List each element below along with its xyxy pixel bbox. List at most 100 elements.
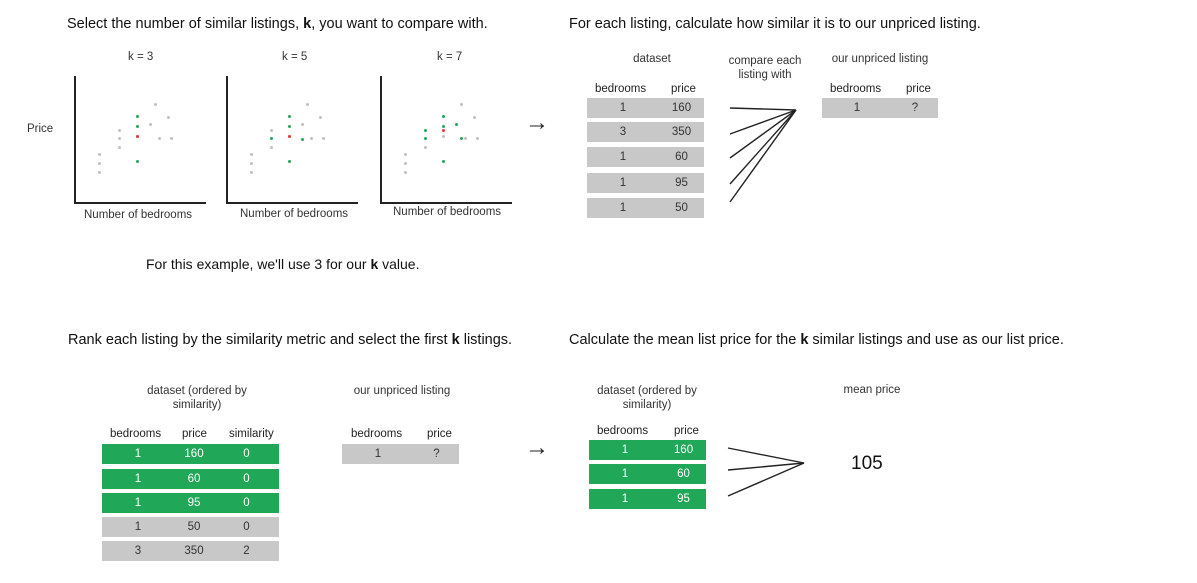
ranked-row: 3 350 2 xyxy=(102,541,279,561)
scatter-point xyxy=(288,160,291,163)
price-cell: 95 xyxy=(187,497,201,509)
unpriced-row: 1 ? xyxy=(822,98,938,118)
ordered-dataset-label: dataset (ordered by similarity) xyxy=(147,385,247,411)
scatter-point xyxy=(306,103,309,106)
similarity-cell: 0 xyxy=(243,448,250,460)
price-axis-label: Price xyxy=(27,123,54,135)
arrow-right-icon: → xyxy=(525,109,549,136)
scatter-point xyxy=(442,115,445,118)
selected-row: 1 95 xyxy=(589,489,706,509)
selected-row: 1 160 xyxy=(589,440,706,460)
col-similarity: similarity xyxy=(229,428,274,440)
scatter-point xyxy=(464,137,467,140)
bedrooms-cell: 1 xyxy=(134,448,142,460)
scatter-point xyxy=(270,137,273,140)
scatter-point xyxy=(250,153,253,156)
scatter-point xyxy=(424,146,427,149)
scatter-point xyxy=(167,116,170,119)
scatter-point xyxy=(118,146,121,149)
bedrooms-cell: 1 xyxy=(134,473,142,485)
k-choice-note: For this example, we'll use 3 for our k … xyxy=(146,256,420,272)
scatter-point xyxy=(455,123,458,126)
scatter-point xyxy=(250,171,253,174)
scatter-point xyxy=(288,125,291,128)
unpriced-row: 1 ? xyxy=(342,444,459,464)
scatter-point xyxy=(301,138,304,141)
col-price: price xyxy=(671,83,696,95)
plot-k5-title: k = 5 xyxy=(282,51,308,63)
plot-k7-title: k = 7 xyxy=(437,51,463,63)
scatter-point xyxy=(322,137,325,140)
bedrooms-cell: 1 xyxy=(134,497,142,509)
price-cell: 350 xyxy=(671,126,692,138)
compare-label: compare each listing with xyxy=(728,55,802,81)
price-cell: 50 xyxy=(187,521,201,533)
scatter-point xyxy=(473,116,476,119)
price-cell: 160 xyxy=(673,444,694,456)
scatter-plot-k7 xyxy=(380,76,512,204)
ranked-row: 1 50 0 xyxy=(102,517,279,537)
price-cell: 160 xyxy=(184,448,204,460)
dataset-row: 1 50 xyxy=(587,198,704,218)
plot-k7-xlabel: Number of bedrooms xyxy=(393,206,502,218)
scatter-point xyxy=(460,137,463,140)
dataset-label: dataset xyxy=(633,53,671,65)
ranked-row: 1 95 0 xyxy=(102,493,279,513)
dataset-row: 1 95 xyxy=(587,173,704,193)
plot-k3-xlabel: Number of bedrooms xyxy=(84,209,193,221)
scatter-point xyxy=(476,137,479,140)
scatter-point xyxy=(442,129,445,132)
bedrooms-cell: 1 xyxy=(374,448,382,460)
mean-price-label: mean price xyxy=(843,384,901,396)
scatter-point xyxy=(250,162,253,165)
x-axis xyxy=(74,202,206,204)
scatter-point xyxy=(288,135,291,138)
unpriced-label: our unpriced listing xyxy=(353,385,451,397)
scatter-point xyxy=(442,160,445,163)
col-price: price xyxy=(182,428,207,440)
scatter-plot-k5 xyxy=(226,76,358,204)
scatter-point xyxy=(424,129,427,132)
col-bedrooms: bedrooms xyxy=(597,425,649,437)
col-price: price xyxy=(427,428,452,440)
bedrooms-cell: 1 xyxy=(621,468,629,480)
scatter-point xyxy=(442,125,445,128)
x-axis xyxy=(380,202,512,204)
similarity-cell: 2 xyxy=(243,545,250,557)
bedrooms-cell: 1 xyxy=(853,102,861,114)
scatter-point xyxy=(136,115,139,118)
bedrooms-cell: 1 xyxy=(621,493,629,505)
y-axis xyxy=(226,76,228,202)
dataset-row: 1 160 xyxy=(587,98,704,118)
panel3-heading: Rank each listing by the similarity metr… xyxy=(68,332,513,348)
mean-lines xyxy=(727,447,805,497)
scatter-point xyxy=(319,116,322,119)
scatter-point xyxy=(136,125,139,128)
dataset-row: 1 60 xyxy=(587,147,704,167)
scatter-point xyxy=(310,137,313,140)
scatter-point xyxy=(404,162,407,165)
scatter-point xyxy=(136,160,139,163)
scatter-point xyxy=(170,137,173,140)
price-cell: ? xyxy=(433,448,440,460)
col-bedrooms: bedrooms xyxy=(110,428,162,440)
scatter-point xyxy=(288,115,291,118)
bedrooms-cell: 3 xyxy=(619,126,627,138)
col-bedrooms: bedrooms xyxy=(595,83,647,95)
price-cell: 60 xyxy=(677,468,690,480)
scatter-plot-k3 xyxy=(74,76,206,204)
panel1-heading: Select the number of similar listings, k… xyxy=(67,16,488,32)
scatter-point xyxy=(158,137,161,140)
scatter-point xyxy=(270,129,273,132)
col-bedrooms: bedrooms xyxy=(351,428,403,440)
similarity-cell: 0 xyxy=(243,521,250,533)
panel4-heading: Calculate the mean list price for the k … xyxy=(569,332,1064,348)
scatter-point xyxy=(404,171,407,174)
col-bedrooms: bedrooms xyxy=(830,83,882,95)
bedrooms-cell: 1 xyxy=(619,151,627,163)
scatter-point xyxy=(301,123,304,126)
bedrooms-cell: 1 xyxy=(619,202,627,214)
price-cell: 160 xyxy=(671,102,692,114)
col-price: price xyxy=(674,425,699,437)
y-axis xyxy=(380,76,382,202)
